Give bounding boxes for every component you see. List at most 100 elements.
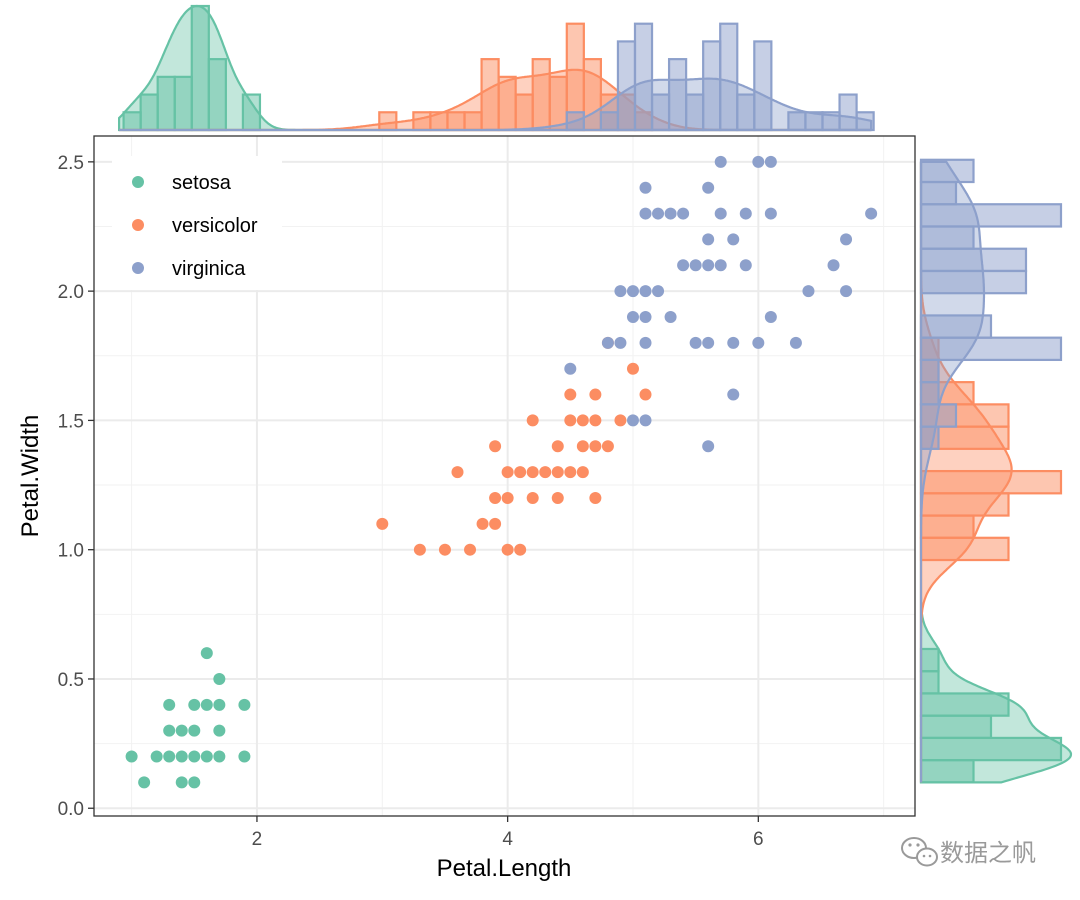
point-virginica — [614, 285, 627, 298]
x-tick-label: 4 — [502, 829, 513, 850]
wechat-icon — [901, 837, 938, 867]
point-virginica — [639, 310, 652, 323]
point-versicolor — [614, 414, 627, 427]
point-setosa — [163, 698, 176, 711]
legend-key-setosa — [132, 176, 144, 188]
point-virginica — [714, 259, 727, 272]
point-virginica — [727, 336, 740, 349]
legend-label-setosa: setosa — [172, 172, 232, 194]
point-virginica — [626, 414, 639, 427]
point-virginica — [664, 310, 677, 323]
watermark: 数据之帆 — [901, 837, 1036, 867]
watermark-text: 数据之帆 — [940, 839, 1036, 867]
legend-key-versicolor — [132, 219, 144, 231]
point-virginica — [827, 259, 840, 272]
point-versicolor — [576, 414, 589, 427]
point-versicolor — [639, 388, 652, 401]
point-setosa — [200, 647, 213, 660]
point-versicolor — [576, 440, 589, 453]
point-versicolor — [551, 466, 564, 479]
point-versicolor — [438, 543, 451, 556]
point-virginica — [840, 285, 853, 298]
point-virginica — [639, 181, 652, 194]
legend: setosa versicolor virginica — [112, 156, 282, 290]
point-versicolor — [464, 543, 477, 556]
axis-ticks: 2 4 6 0.0 0.5 1.0 1.5 2.0 2.5 — [58, 153, 764, 850]
point-virginica — [727, 233, 740, 246]
right-density-virginica — [919, 160, 986, 783]
point-virginica — [739, 259, 752, 272]
point-virginica — [702, 233, 715, 246]
x-tick-label: 6 — [753, 829, 764, 850]
point-versicolor — [601, 440, 614, 453]
point-virginica — [639, 414, 652, 427]
point-virginica — [652, 207, 665, 220]
point-virginica — [677, 259, 690, 272]
x-tick-label: 2 — [252, 829, 263, 850]
legend-label-versicolor: versicolor — [172, 215, 258, 237]
point-setosa — [188, 750, 201, 763]
point-virginica — [702, 181, 715, 194]
point-versicolor — [576, 466, 589, 479]
top-density-virginica — [119, 77, 873, 132]
point-versicolor — [589, 491, 602, 504]
y-tick-label: 2.0 — [58, 282, 84, 303]
point-setosa — [213, 698, 226, 711]
point-versicolor — [501, 543, 514, 556]
point-versicolor — [489, 491, 502, 504]
legend-label-virginica: virginica — [172, 258, 246, 280]
point-setosa — [175, 776, 188, 789]
point-versicolor — [376, 517, 389, 530]
point-virginica — [802, 285, 815, 298]
point-versicolor — [589, 388, 602, 401]
point-virginica — [865, 207, 878, 220]
point-setosa — [200, 750, 213, 763]
point-setosa — [213, 750, 226, 763]
y-tick-label: 2.5 — [58, 153, 84, 174]
point-versicolor — [564, 388, 577, 401]
point-versicolor — [551, 440, 564, 453]
point-versicolor — [526, 414, 539, 427]
point-virginica — [727, 388, 740, 401]
y-tick-label: 0.0 — [58, 799, 84, 820]
point-virginica — [689, 259, 702, 272]
point-virginica — [614, 336, 627, 349]
point-virginica — [702, 336, 715, 349]
point-virginica — [789, 336, 802, 349]
point-setosa — [200, 698, 213, 711]
point-virginica — [664, 207, 677, 220]
data-points — [125, 155, 878, 789]
point-versicolor — [589, 414, 602, 427]
point-setosa — [175, 724, 188, 737]
panel-border — [93, 135, 916, 817]
top-marginal-histogram — [118, 4, 875, 132]
point-virginica — [764, 207, 777, 220]
point-virginica — [739, 207, 752, 220]
point-virginica — [764, 310, 777, 323]
point-versicolor — [489, 517, 502, 530]
point-setosa — [150, 750, 163, 763]
point-setosa — [188, 724, 201, 737]
point-versicolor — [451, 466, 464, 479]
point-virginica — [840, 233, 853, 246]
point-setosa — [213, 672, 226, 685]
point-versicolor — [501, 491, 514, 504]
point-versicolor — [526, 491, 539, 504]
point-versicolor — [564, 466, 577, 479]
point-virginica — [752, 336, 765, 349]
point-versicolor — [626, 362, 639, 375]
point-virginica — [601, 336, 614, 349]
y-tick-label: 0.5 — [58, 670, 84, 691]
point-setosa — [163, 750, 176, 763]
point-versicolor — [514, 466, 527, 479]
y-axis-title: Petal.Width — [17, 415, 44, 538]
point-versicolor — [539, 466, 552, 479]
y-tick-label: 1.5 — [58, 411, 84, 432]
point-versicolor — [526, 466, 539, 479]
point-setosa — [125, 750, 138, 763]
point-versicolor — [489, 440, 502, 453]
point-virginica — [714, 155, 727, 168]
point-virginica — [764, 155, 777, 168]
point-versicolor — [551, 491, 564, 504]
point-versicolor — [564, 414, 577, 427]
